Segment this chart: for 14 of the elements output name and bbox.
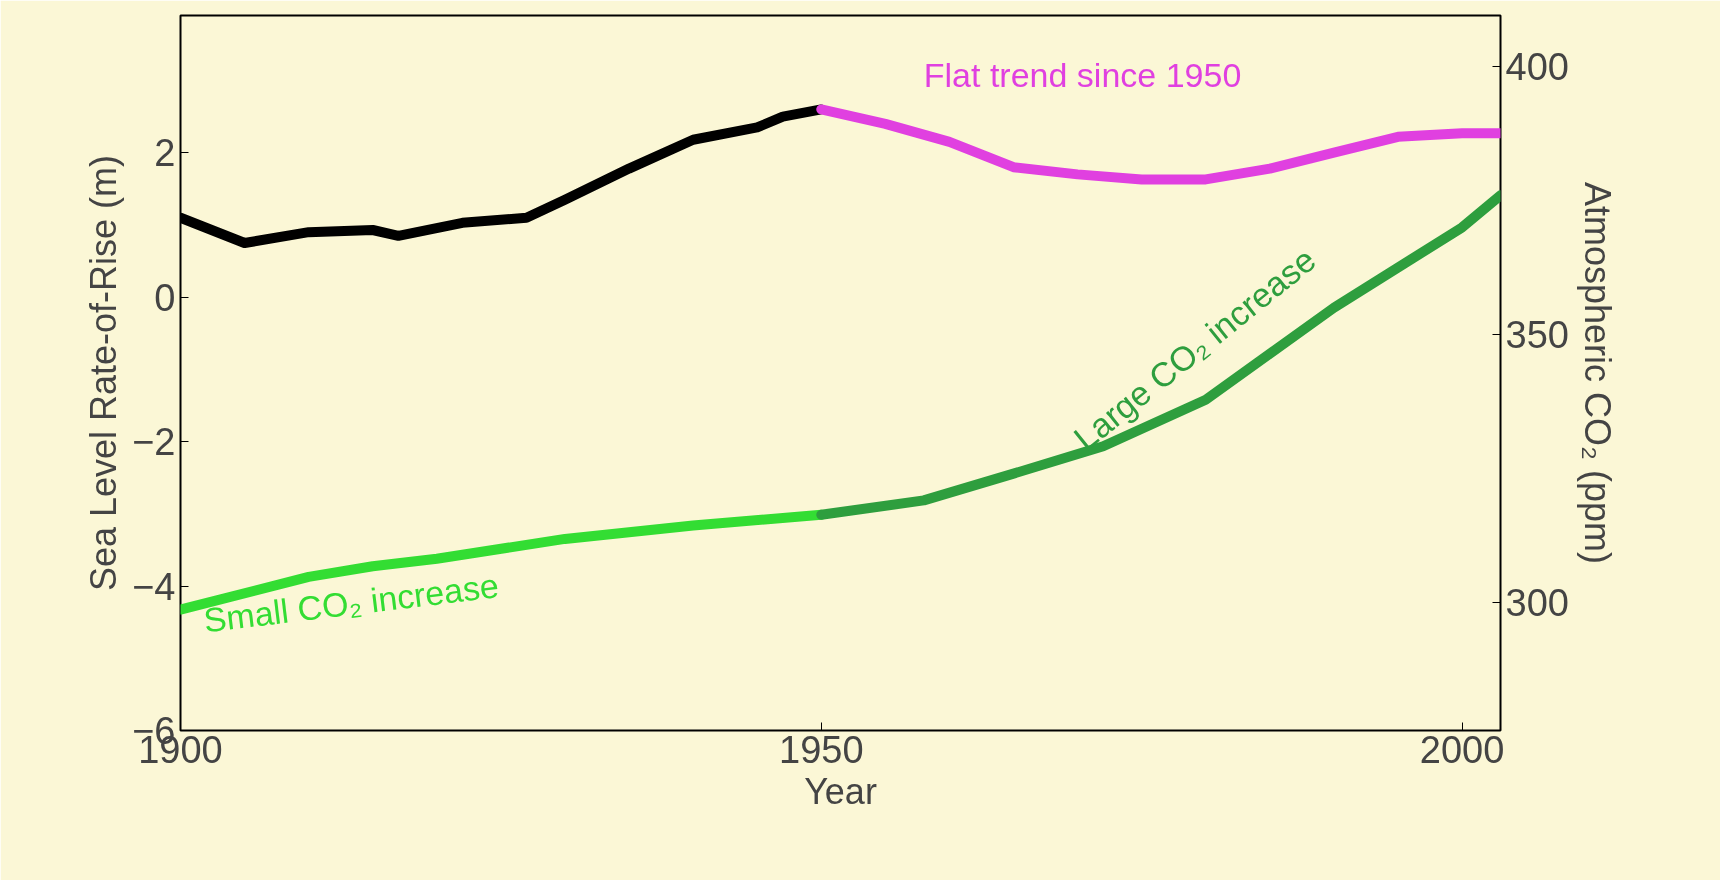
y2-tick-label: 300 xyxy=(1505,581,1569,624)
y2-tick-label: 350 xyxy=(1505,313,1569,356)
y-tick-label: −4 xyxy=(132,565,176,608)
x-tick-label: 2000 xyxy=(1419,728,1505,771)
y-tick-label: 2 xyxy=(154,132,176,175)
x-axis-title: Year xyxy=(804,770,877,812)
y-axis-title: Sea Level Rate-of-Rise (m) xyxy=(83,154,125,592)
y2-tick-label: 400 xyxy=(1505,46,1569,89)
y-tick-label: −2 xyxy=(132,421,176,464)
y-tick-label: 0 xyxy=(154,276,176,319)
annotation: Flat trend since 1950 xyxy=(923,55,1242,94)
annotation: Small CO₂ increase xyxy=(201,566,501,640)
y2-axis-title: Atmospheric CO₂ (ppm) xyxy=(1576,181,1618,565)
x-tick-label: 1950 xyxy=(779,728,864,771)
